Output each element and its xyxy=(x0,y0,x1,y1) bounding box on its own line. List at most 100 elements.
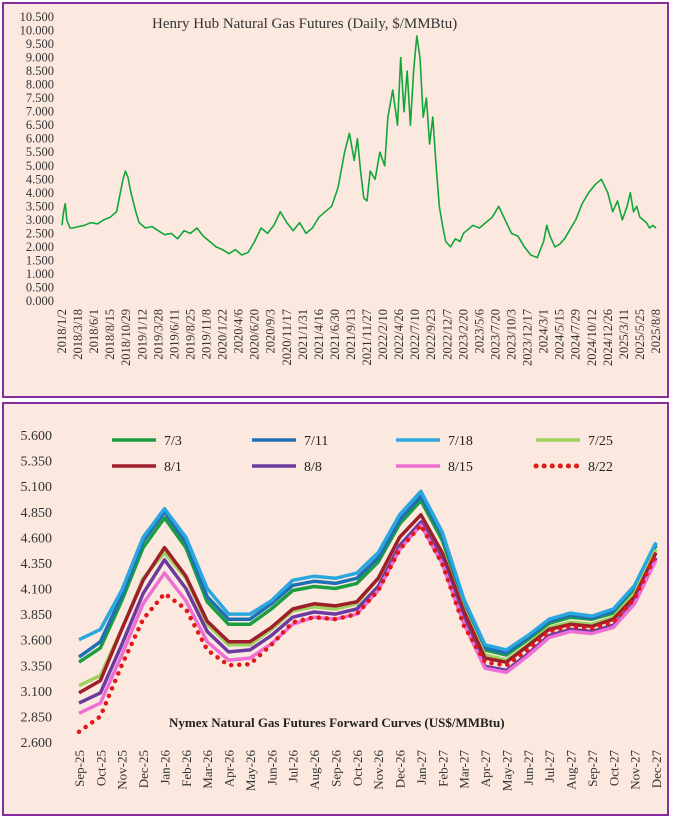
chart1-x-tick-label: 2022/9/23 xyxy=(424,309,438,360)
chart2-x-tick-label: Jul-26 xyxy=(286,750,301,783)
chart1-x-tick-label: 2025/8/8 xyxy=(649,309,663,353)
chart1-x-tick-label: 2024/10/12 xyxy=(585,309,599,366)
chart1-y-tick-label: 5.000 xyxy=(26,159,54,173)
chart1-x-tick-label: 2019/8/25 xyxy=(183,309,197,360)
chart2-y-tick-label: 2.600 xyxy=(21,736,53,751)
chart1-y-tick-label: 10.500 xyxy=(20,10,54,24)
chart2-x-tick-label: Oct-25 xyxy=(93,750,108,786)
chart1-y-tick-label: 3.000 xyxy=(26,213,54,227)
chart2-y-tick-label: 3.100 xyxy=(21,685,53,700)
legend-label: 8/22 xyxy=(588,460,613,475)
chart2-x-tick-label: Sep-27 xyxy=(585,750,600,787)
legend-label: 7/18 xyxy=(448,434,473,449)
chart1-x-tick-label: 2018/3/18 xyxy=(71,309,85,360)
chart1-x-tick-label: 2019/11/8 xyxy=(199,309,213,359)
chart2-x-tick-label: Jun-27 xyxy=(521,750,536,786)
legend-label: 8/15 xyxy=(448,460,473,475)
chart1-x-tick-label: 2020/11/17 xyxy=(280,309,294,365)
chart1-y-tick-label: 3.500 xyxy=(26,199,54,213)
chart1-x-tick-label: 2022/12/7 xyxy=(440,309,454,360)
chart1-x-tick-label: 2019/6/11 xyxy=(167,309,181,359)
chart1-y-tick-label: 7.500 xyxy=(26,91,54,105)
chart2-y-tick-label: 4.850 xyxy=(21,506,53,521)
chart1-y-tick-label: 9.500 xyxy=(26,37,54,51)
chart1-x-tick-label: 2019/1/12 xyxy=(135,309,149,360)
forward-curves-chart: 2.600 2.850 3.100 3.350 3.600 3.850 4.100 4.350… xyxy=(21,429,665,792)
chart2-x-tick-label: Mar-26 xyxy=(200,750,215,789)
forward-curve-7-11 xyxy=(77,494,658,659)
chart1-y-tick-label: 4.500 xyxy=(26,172,54,186)
forward-curve-7-18 xyxy=(78,489,658,652)
chart1-y-tick-label: 8.000 xyxy=(26,78,54,92)
chart2-x-tick-label: Apr-27 xyxy=(478,750,493,788)
forward-curve-7-3 xyxy=(78,498,658,664)
chart1-x-tick-label: 2021/9/13 xyxy=(344,309,358,360)
chart1-y-tick-label: 10.000 xyxy=(20,24,54,38)
chart2-x-tick-label: Aug-26 xyxy=(307,750,322,790)
legend-label: 7/3 xyxy=(164,434,182,449)
chart2-x-tick-label: Sep-25 xyxy=(72,750,87,787)
chart1-y-tick-label: 5.500 xyxy=(26,145,54,159)
chart1-x-tick-label: 2018/8/15 xyxy=(103,309,117,360)
henry-hub-chart-panel: 0.000 0.500 1.000 1.500 2.000 2.500 3.000 3.500… xyxy=(2,2,669,398)
chart1-x-tick-label: 2023/7/20 xyxy=(488,309,502,360)
chart1-x-tick-label: 2024/12/26 xyxy=(601,309,615,366)
chart2-x-tick-label: Jul-27 xyxy=(542,750,557,783)
chart2-x-tick-label: Feb-27 xyxy=(435,750,450,787)
chart2-x-tick-label: May-27 xyxy=(499,750,514,792)
legend-label: 8/1 xyxy=(164,460,182,475)
chart1-y-tick-label: 6.000 xyxy=(26,132,54,146)
chart1-x-tick-label: 2023/5/6 xyxy=(472,309,486,353)
chart2-x-tick-label: Oct-27 xyxy=(606,750,621,787)
chart2-x-tick-label: Apr-26 xyxy=(222,750,237,788)
chart2-y-tick-label: 5.350 xyxy=(21,455,53,470)
chart1-x-tick-label: 2025/5/25 xyxy=(633,309,647,360)
chart1-x-tick-label: 2018/10/29 xyxy=(119,309,133,366)
chart1-x-tick-label: 2021/4/16 xyxy=(312,309,326,360)
chart2-x-tick-label: Jan-27 xyxy=(414,750,429,785)
chart2-x-tick-label: Dec-27 xyxy=(649,750,664,789)
chart2-x-tick-label: May-26 xyxy=(243,750,258,792)
chart1-y-tick-label: 1.500 xyxy=(26,253,54,267)
chart2-x-tick-label: Nov-27 xyxy=(628,750,643,790)
forward-curves-chart-panel: 2.600 2.850 3.100 3.350 3.600 3.850 4.100 4.350… xyxy=(2,402,669,816)
chart2-x-tick-label: Oct-26 xyxy=(350,750,365,787)
chart1-x-tick-label: 2024/7/29 xyxy=(569,309,583,360)
chart2-y-tick-label: 4.350 xyxy=(21,557,53,572)
chart2-x-tick-label: Dec-25 xyxy=(136,750,151,788)
chart2-y-tick-label: 4.600 xyxy=(21,531,53,546)
chart2-y-tick-label: 2.850 xyxy=(21,710,53,725)
chart1-x-tick-label: 2020/9/3 xyxy=(264,309,278,353)
chart1-x-tick-label: 2018/6/1 xyxy=(87,309,101,353)
chart2-y-tick-label: 5.100 xyxy=(21,480,53,495)
chart2-x-tick-label: Mar-27 xyxy=(457,750,472,789)
chart1-x-tick-label: 2022/4/26 xyxy=(392,309,406,360)
henry-hub-price-line xyxy=(61,35,657,259)
chart1-x-tick-label: 2020/4/6 xyxy=(232,309,246,353)
forward-curve-8-8 xyxy=(78,520,658,705)
chart2-x-tick-label: Aug-27 xyxy=(564,750,579,790)
chart1-x-tick-label: 2023/10/3 xyxy=(505,309,519,360)
chart2-x-tick-label: Dec-26 xyxy=(393,750,408,789)
chart2-y-tick-label: 5.600 xyxy=(21,429,53,444)
chart2-x-tick-label: Jan-26 xyxy=(157,750,172,785)
forward-curve-8-22 xyxy=(76,522,659,735)
chart2-y-tick-label: 3.850 xyxy=(21,608,53,623)
chart1-x-tick-label: 2020/6/20 xyxy=(248,309,262,360)
chart2-title: Nymex Natural Gas Futures Forward Curves… xyxy=(169,715,505,730)
chart2-x-tick-label: Sep-26 xyxy=(328,750,343,787)
chart1-x-tick-label: 2018/1/2 xyxy=(55,309,69,353)
chart1-x-tick-label: 2022/7/10 xyxy=(408,309,422,360)
chart1-x-tick-label: 2019/3/28 xyxy=(151,309,165,360)
chart1-x-tick-label: 2020/1/22 xyxy=(216,309,230,360)
chart1-title: Henry Hub Natural Gas Futures (Daily, $/… xyxy=(152,16,457,32)
chart1-x-tick-label: 2024/3/1 xyxy=(537,309,551,353)
chart1-y-tick-label: 8.500 xyxy=(26,64,54,78)
chart1-y-tick-label: 1.000 xyxy=(26,267,54,281)
chart1-y-tick-label: 2.000 xyxy=(26,240,54,254)
chart2-x-tick-label: Jun-26 xyxy=(264,750,279,786)
chart2-x-tick-label: Nov-25 xyxy=(115,750,130,790)
chart2-x-tick-label: Nov-26 xyxy=(371,750,386,790)
chart1-y-tick-label: 0.500 xyxy=(26,280,54,294)
chart1-x-tick-label: 2024/5/15 xyxy=(553,309,567,360)
